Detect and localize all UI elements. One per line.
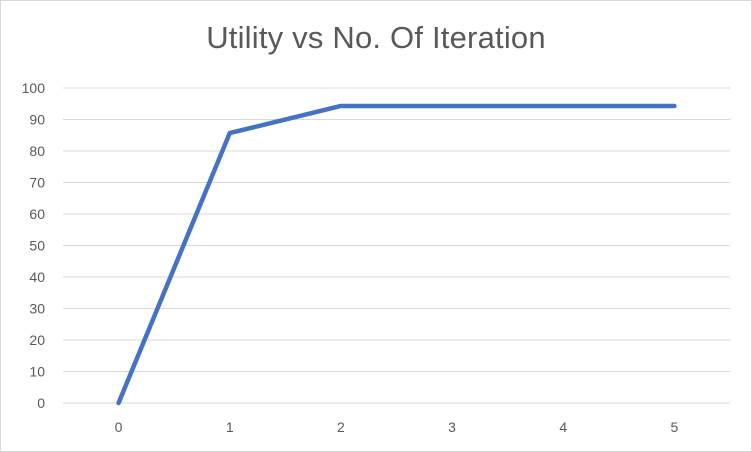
y-tick-label: 20 [29, 332, 45, 348]
data-point [227, 131, 232, 136]
x-tick-label: 3 [448, 419, 456, 435]
y-tick-label: 60 [29, 206, 45, 222]
data-point [338, 103, 343, 108]
data-point [672, 103, 677, 108]
y-tick-label: 50 [29, 238, 45, 254]
x-tick-label: 5 [671, 419, 679, 435]
x-tick-label: 0 [115, 419, 123, 435]
chart-title: Utility vs No. Of Iteration [206, 20, 546, 55]
gridlines [63, 87, 730, 404]
x-tick-label: 1 [226, 419, 234, 435]
y-tick-label: 40 [29, 269, 45, 285]
y-tick-label: 0 [37, 395, 45, 411]
y-tick-label: 80 [29, 143, 45, 159]
data-point [116, 401, 121, 405]
y-tick-label: 100 [22, 80, 46, 96]
series-line [116, 103, 677, 406]
x-axis-tick-labels: 0 1 2 3 4 5 [115, 419, 679, 435]
data-point [561, 103, 566, 108]
x-tick-label: 4 [559, 419, 567, 435]
y-tick-label: 30 [29, 301, 45, 317]
x-tick-label: 2 [337, 419, 345, 435]
y-tick-label: 70 [29, 175, 45, 191]
y-tick-label: 90 [29, 112, 45, 128]
y-axis-tick-labels: 0 10 20 30 40 50 60 70 80 90 100 [22, 80, 46, 411]
series-layer [116, 103, 677, 406]
data-point [450, 103, 455, 108]
y-tick-label: 10 [29, 364, 45, 380]
